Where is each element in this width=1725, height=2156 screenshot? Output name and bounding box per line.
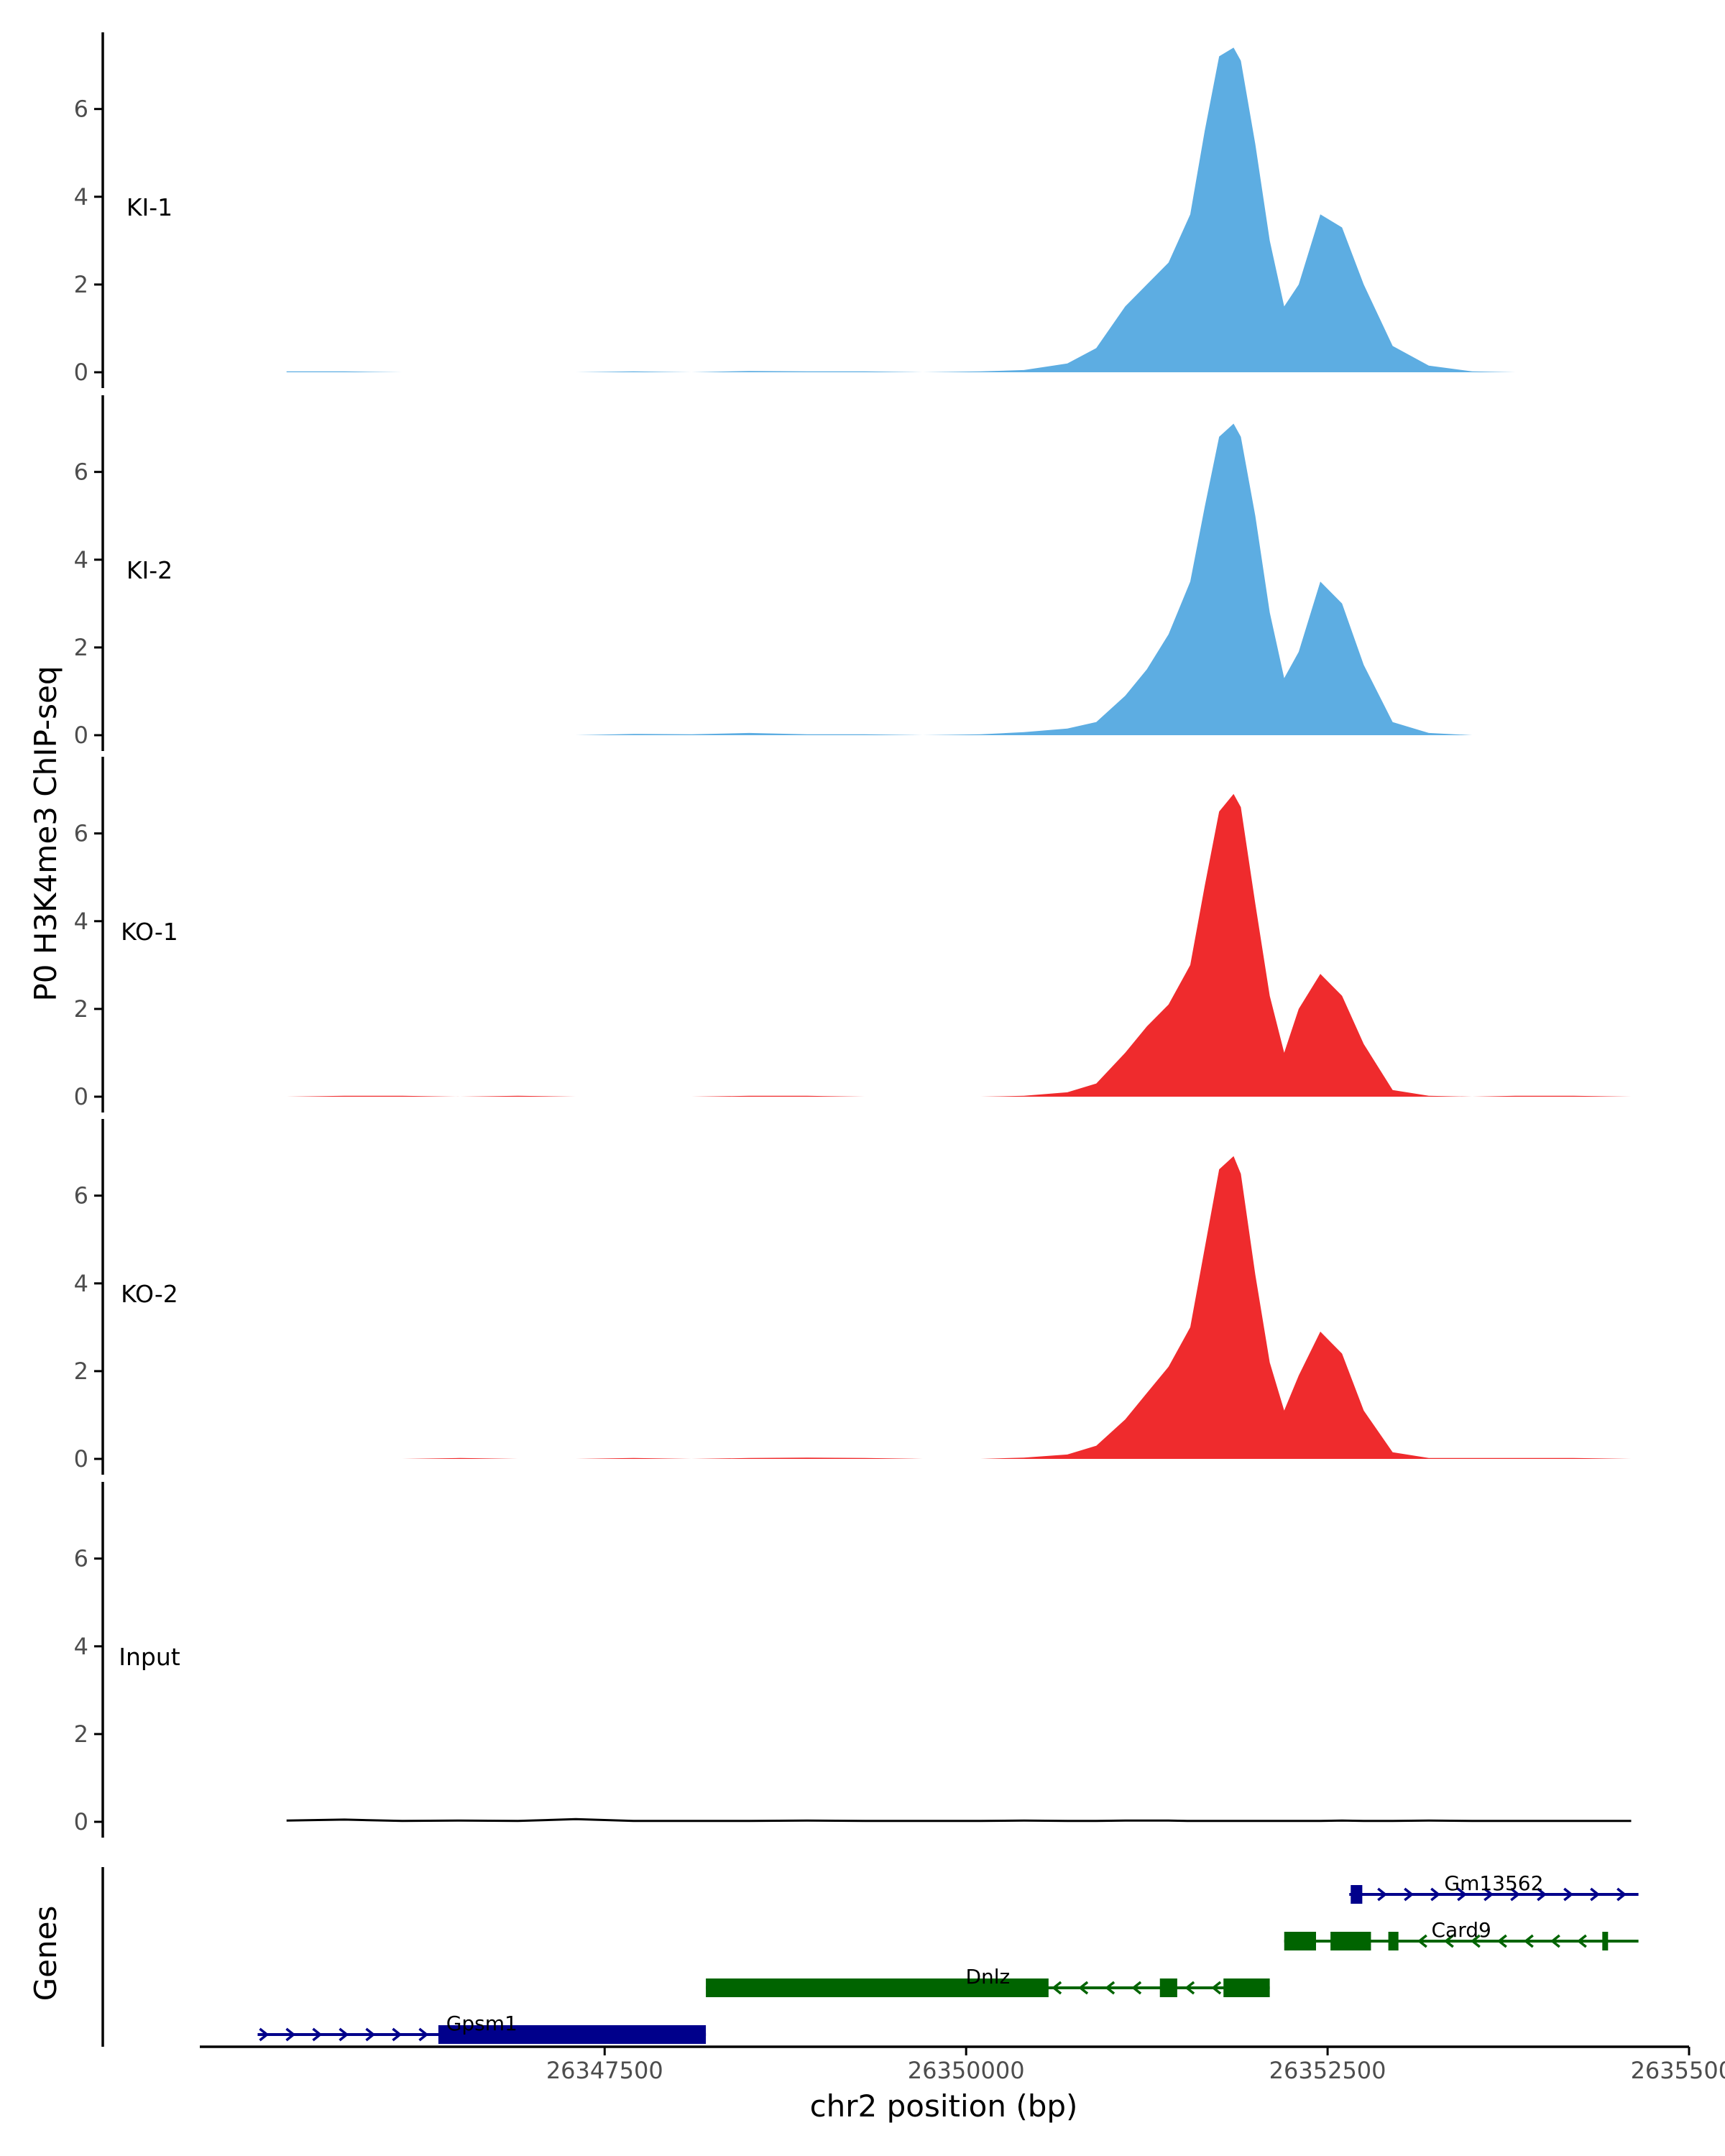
exon [1351,1885,1363,1904]
gene-gpsm1: Gpsm1 [257,2012,707,2044]
x-tick-label: 26350000 [908,2057,1025,2084]
strand-arrow [1563,1887,1574,1902]
track-label: Input [119,1643,180,1671]
gene-dnlz: Dnlz [706,1965,1270,1997]
y-tick-label: 0 [74,359,88,386]
track-ki-1: 0 2 4 6 KI-1 [74,32,1632,388]
strand-arrow [1457,1887,1468,1902]
exon [1602,1932,1609,1950]
x-tick-label: 26347500 [546,2057,663,2084]
track-panels: 0 2 4 6 KI-1 0 2 4 6 KI-2 0 2 4 6 KO-1 0 2 4 6 KO-2 0 2 4 6 Inpu… [74,32,1632,1838]
y-tick-label: 0 [74,1808,88,1835]
strand-arrow [1576,1934,1587,1948]
strand-arrow [1510,1887,1521,1902]
track-ko-2: 0 2 4 6 KO-2 [74,1119,1632,1475]
y-tick-label: 0 [74,722,88,749]
x-axis-label: chr2 position (bp) [810,2088,1078,2124]
strand-arrow [1484,1887,1494,1902]
y-tick-label: 0 [74,1445,88,1473]
gene-label: Card9 [1432,1918,1491,1942]
y-tick-label: 6 [74,459,88,486]
x-tick-label: 26352500 [1269,2057,1386,2084]
signal-area [286,793,1632,1097]
x-tick-label: 26355000 [1631,2057,1725,2084]
gene-gm13562: Gm13562 [1349,1871,1639,1904]
y-tick-label: 6 [74,96,88,123]
strand-arrow [1052,1981,1062,1995]
track-input: 0 2 4 6 Input [74,1482,1632,1838]
track-label: KO-2 [121,1280,178,1308]
y-tick-label: 2 [74,1720,88,1748]
y-tick-label: 4 [74,908,88,935]
strand-arrow [1550,1934,1560,1948]
y-tick-label: 2 [74,634,88,661]
y-tick-label: 2 [74,271,88,298]
strand-arrow [1078,1981,1089,1995]
gene-label: Gm13562 [1444,1871,1543,1895]
strand-arrow [1377,1887,1388,1902]
strand-arrow [1443,1934,1454,1948]
gene-label: Dnlz [965,1965,1010,1989]
exon [1223,1978,1270,1997]
track-ko-1: 0 2 4 6 KO-1 [74,757,1632,1112]
exon [438,2025,707,2044]
strand-arrow [339,2027,349,2042]
y-tick-label: 2 [74,1358,88,1385]
y-tick-label: 4 [74,183,88,211]
strand-arrow [1590,1887,1601,1902]
y-tick-label: 6 [74,1545,88,1572]
y-tick-label: 4 [74,1270,88,1297]
strand-arrow [418,2027,429,2042]
strand-arrow [1184,1981,1195,1995]
strand-arrow [1616,1887,1627,1902]
gene-label: Gpsm1 [446,2012,518,2035]
strand-arrow [1211,1981,1222,1995]
strand-arrow [1131,1981,1142,1995]
strand-arrow [1470,1934,1481,1948]
exon [1330,1932,1371,1950]
track-label: KI-2 [126,556,172,584]
genes-axis-label: Genes [28,1906,63,2001]
y-tick-label: 6 [74,1182,88,1210]
track-label: KI-1 [126,193,172,221]
strand-arrow [1430,1887,1441,1902]
strand-arrow [1523,1934,1534,1948]
y-tick-label: 4 [74,1633,88,1660]
y-tick-label: 4 [74,546,88,573]
strand-arrow [1404,1887,1414,1902]
strand-arrow [1496,1934,1507,1948]
strand-arrow [1105,1981,1116,1995]
signal-line [286,1818,1632,1823]
strand-arrow [1537,1887,1547,1902]
strand-arrow [312,2027,323,2042]
strand-arrow [365,2027,376,2042]
exon [706,1978,1049,1997]
strand-arrow [259,2027,270,2042]
track-label: KO-1 [121,918,178,946]
x-axis: 26347500 26350000 26352500 26355000 [200,2045,1725,2084]
y-tick-label: 6 [74,820,88,847]
strand-arrow [285,2027,296,2042]
signal-area [286,47,1632,372]
gene-track: Gm13562 Card9 Dnlz Gpsm1 [101,1867,1639,2047]
exon [1159,1978,1177,1997]
strand-arrow [1417,1934,1427,1948]
exon [1284,1932,1316,1950]
strand-arrow [392,2027,402,2042]
y-tick-label: 2 [74,995,88,1023]
y-tick-label: 0 [74,1083,88,1110]
y-axis-label: P0 H3K4me3 ChIP-seq [28,665,63,1001]
exon [1388,1932,1399,1950]
gene-card9: Card9 [1284,1918,1639,1950]
track-ki-2: 0 2 4 6 KI-2 [74,395,1632,751]
